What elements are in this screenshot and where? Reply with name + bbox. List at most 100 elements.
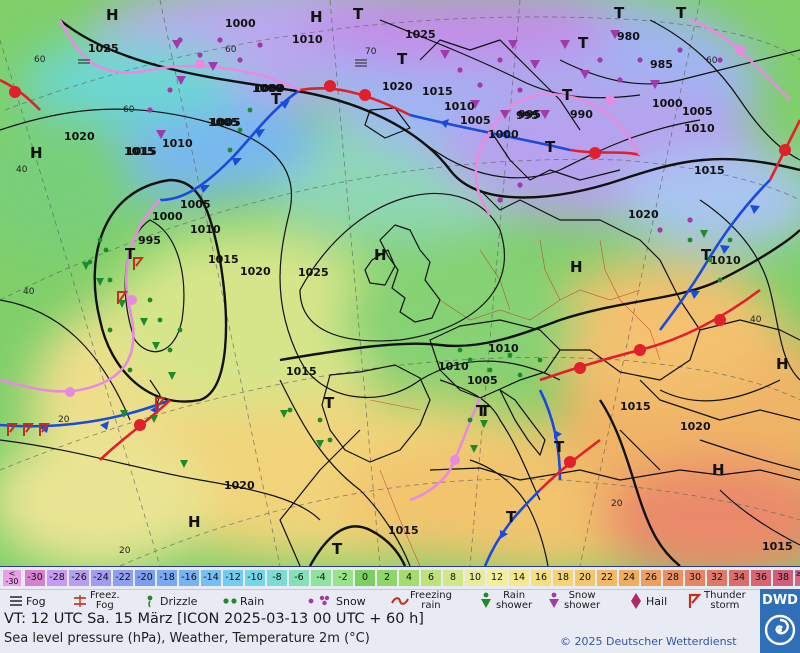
center-label: T xyxy=(562,86,573,104)
dwd-logo-text: DWD xyxy=(762,593,798,608)
scale-swatch: 6 xyxy=(421,570,441,586)
temperature-field xyxy=(0,0,800,566)
isobar-label: 1020 xyxy=(628,208,659,221)
isobar-label: 1000 xyxy=(225,17,256,30)
scale-swatch: 8 xyxy=(443,570,463,586)
scale-swatch: -26 xyxy=(69,570,89,586)
graticule-label: 60 xyxy=(123,105,135,115)
isobar-label: 1025 xyxy=(88,42,119,55)
rain-symbols xyxy=(87,107,733,443)
scale-swatch: 34 xyxy=(729,570,749,586)
scale-swatch-above: ≥40°C xyxy=(795,570,800,586)
isobar-label: 1015 xyxy=(762,540,793,553)
legend-label: Rain shower xyxy=(496,590,533,611)
legend-item-snow-shower: Snow shower xyxy=(544,591,600,611)
fog-symbols xyxy=(78,59,367,67)
isobar-label: 1015 xyxy=(126,145,157,158)
center-label: T xyxy=(480,402,491,420)
scale-swatch: 2 xyxy=(377,570,397,586)
scale-swatch: 0 xyxy=(355,570,375,586)
isobar-label: 1010 xyxy=(488,342,519,355)
center-label: T xyxy=(332,540,343,558)
graticule-label: 20 xyxy=(119,546,131,556)
isobar-label: 1000 xyxy=(254,82,285,95)
isobar-label: 1020 xyxy=(240,265,271,278)
legend-item-freezing-rain: Freezing rain xyxy=(390,591,452,611)
isobar-label: 1000 xyxy=(652,97,683,110)
shower-symbols xyxy=(82,230,708,468)
scale-swatch: -12 xyxy=(223,570,243,586)
valid-time: VT: 12 UTC Sa. 15 März [ICON 2025-03-13 … xyxy=(4,611,424,627)
temperature-color-scale: < -30 -30 -28 -26 -24 -22 -20 -18 -16 -14 -12 -10 -8-… xyxy=(0,566,800,589)
scale-swatch: -6 xyxy=(289,570,309,586)
copyright-notice: © 2025 Deutscher Wetterdienst xyxy=(560,635,737,648)
isobar-label: 1015 xyxy=(388,524,419,537)
legend-item-rain: Rain xyxy=(220,591,264,611)
isobar-label: 1015 xyxy=(286,365,317,378)
center-label: H xyxy=(570,258,583,276)
scale-swatch: -18 xyxy=(157,570,177,586)
scale-swatch: 10 xyxy=(465,570,485,586)
center-label: T xyxy=(614,4,625,22)
drizzle-icon xyxy=(140,592,160,610)
center-label: H xyxy=(30,144,43,162)
center-label: T xyxy=(506,508,517,526)
legend-label: Freez. Fog xyxy=(90,590,120,611)
isobar-label: 995 xyxy=(516,109,539,122)
scale-swatch: 30 xyxy=(685,570,705,586)
dwd-swirl-icon xyxy=(764,614,796,646)
legend-item-hail: Hail xyxy=(626,591,667,611)
isobar-label: 1000 xyxy=(152,210,183,223)
center-label: T xyxy=(353,5,364,23)
freezing-rain-icon xyxy=(390,592,410,610)
center-label: T xyxy=(476,402,487,420)
graticule-label: 60 xyxy=(225,45,237,55)
scale-swatch: 12 xyxy=(487,570,507,586)
snow-shower-icon xyxy=(544,592,564,610)
legend-item-freezing-fog: Freez. Fog xyxy=(70,591,120,611)
cold-fronts xyxy=(0,88,771,566)
graticule-label: 70 xyxy=(365,47,377,57)
graticule-label: 20 xyxy=(58,415,70,425)
snow-icon xyxy=(306,592,336,610)
graticule-label: 40 xyxy=(750,315,762,325)
scale-swatch: -16 xyxy=(179,570,199,586)
pressure-centres: H H T T T T T T T T H H H T T T T T H H … xyxy=(30,4,789,558)
isobar-label: 1010 xyxy=(684,122,715,135)
scale-swatch: 18 xyxy=(553,570,573,586)
occluded-fronts xyxy=(0,18,791,502)
scale-swatch: -24 xyxy=(91,570,111,586)
isobar-label: 1020 xyxy=(64,130,95,143)
isobar-label: 1005 xyxy=(180,198,211,211)
legend-label: Snow shower xyxy=(564,590,601,611)
legend-item-fog: Fog xyxy=(6,591,46,611)
scale-swatch: 36 xyxy=(751,570,771,586)
center-label: T xyxy=(701,246,712,264)
rain-icon xyxy=(220,592,240,610)
thunderstorm-symbols xyxy=(7,257,166,436)
legend-item-snow: Snow xyxy=(306,591,366,611)
isobar-label: 1010 xyxy=(710,254,741,267)
isobar-label: 1015 xyxy=(422,85,453,98)
scale-swatch: 32 xyxy=(707,570,727,586)
graticule-label: 40 xyxy=(16,165,28,175)
scale-swatch: 4 xyxy=(399,570,419,586)
scale-swatch: 38 xyxy=(773,570,793,586)
scale-swatch: 20 xyxy=(575,570,595,586)
scale-swatch: -28 xyxy=(47,570,67,586)
center-label: T xyxy=(271,90,282,108)
legend-label: Drizzle xyxy=(160,594,198,608)
isobar-label: 995 xyxy=(138,234,161,247)
scale-swatch: 22 xyxy=(597,570,617,586)
isobar-label: 1015 xyxy=(124,145,155,158)
isobar-label: 1000 xyxy=(488,128,519,141)
scale-swatch: 28 xyxy=(663,570,683,586)
scale-swatch: -2 xyxy=(333,570,353,586)
graticule-label: 40 xyxy=(23,287,35,297)
map-subtitle: Sea level pressure (hPa), Weather, Tempe… xyxy=(4,631,370,646)
isobar-label: 1005 xyxy=(682,105,713,118)
legend-label: Fog xyxy=(26,594,46,608)
scale-swatch: 16 xyxy=(531,570,551,586)
scale-swatch-below: < -30 xyxy=(3,570,21,586)
